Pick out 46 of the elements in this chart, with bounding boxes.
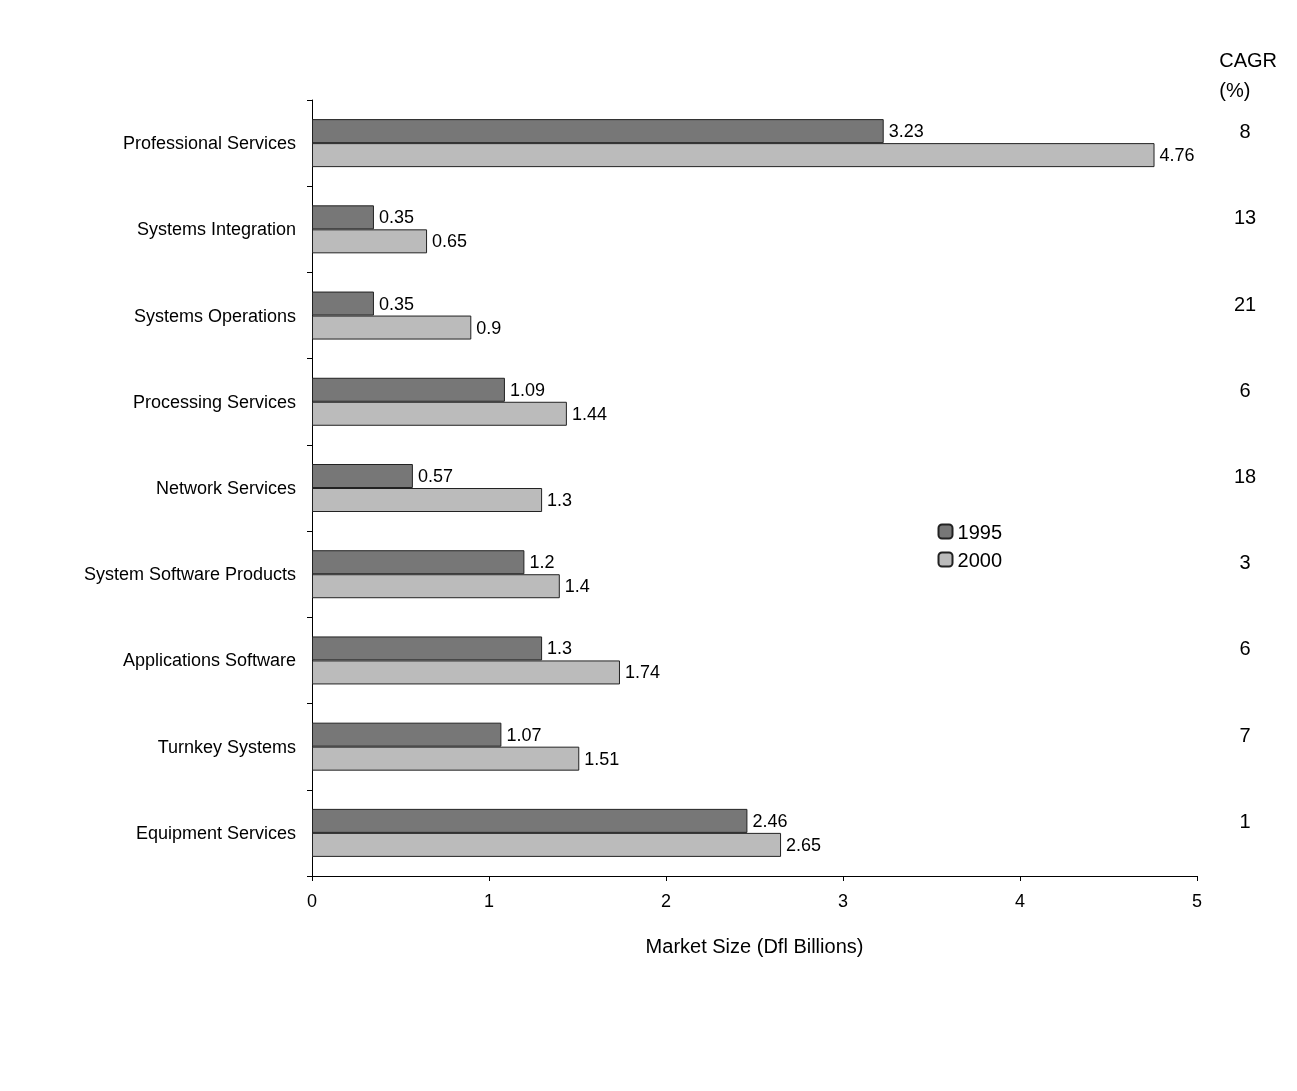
y-tick-label: Systems Operations [133, 305, 296, 326]
text: 18 [1233, 465, 1257, 487]
y-tick-label: Systems Integration [136, 219, 296, 240]
y-tick-label: Turnkey Systems [157, 736, 296, 757]
data-label: 1.74 [624, 662, 661, 683]
y-tick-label: Equipment Services [135, 822, 296, 843]
data-label: 4.76 [1159, 145, 1195, 166]
text: 1 [1239, 809, 1251, 832]
y-tick-label: Network Services [155, 478, 296, 498]
y-tick-label: Professional Services [122, 133, 296, 154]
x-tick-label: 0 [306, 891, 318, 911]
x-tick-label: 1 [483, 891, 495, 911]
data-label: 1.4 [564, 576, 590, 597]
x-tick-label: 5 [1191, 891, 1203, 911]
legend-label: 1995 [957, 520, 1003, 543]
y-tick-label: Processing Services [132, 391, 296, 412]
data-label: 1.2 [529, 552, 555, 573]
legend-label: 2000 [957, 548, 1003, 571]
text: 6 [1239, 378, 1251, 401]
text: 7 [1239, 723, 1251, 746]
data-label: 1.09 [509, 379, 545, 400]
text: 13 [1233, 206, 1257, 229]
data-label: 2.65 [786, 834, 822, 855]
data-label: 2.46 [752, 810, 788, 831]
data-label: 1.3 [547, 490, 573, 510]
data-label: 1.51 [584, 748, 620, 769]
x-tick-label: 2 [660, 891, 672, 911]
data-label: 1.44 [571, 403, 607, 424]
text: 21 [1233, 292, 1257, 315]
y-tick-label: System Software Products [83, 564, 296, 585]
data-label: 0.35 [378, 207, 414, 228]
data-label: 0.35 [378, 293, 414, 314]
data-label: 3.23 [888, 121, 924, 142]
data-label: 0.65 [432, 231, 468, 252]
x-tick-label: 4 [1014, 891, 1026, 911]
text: CAGR (%) [1219, 49, 1278, 101]
x-tick-label: 3 [837, 891, 849, 911]
text: 8 [1239, 120, 1251, 143]
x-axis-title: Market Size (Dfl Billions) [645, 935, 864, 957]
data-label: 0.57 [417, 466, 453, 486]
y-tick-label: Applications Software [122, 650, 296, 671]
data-label: 1.3 [547, 638, 573, 659]
data-label: 1.07 [506, 724, 542, 745]
text: 3 [1239, 551, 1251, 574]
data-label: 0.9 [476, 317, 502, 338]
text: 6 [1239, 637, 1251, 660]
